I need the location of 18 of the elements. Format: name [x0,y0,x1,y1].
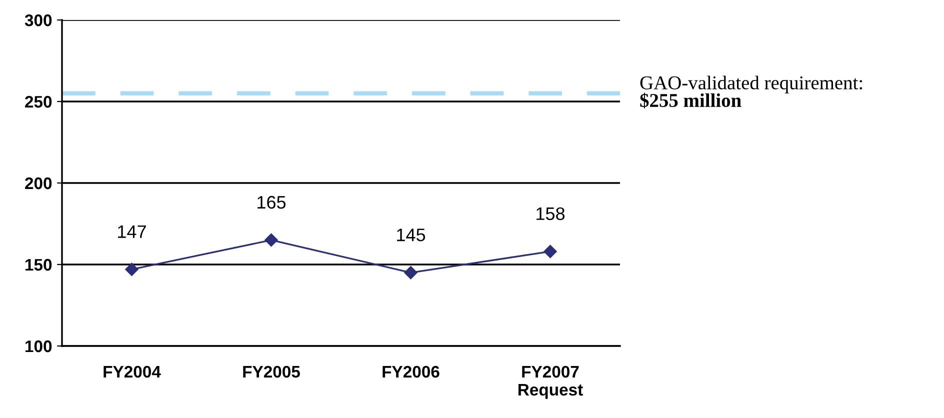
point [125,262,138,276]
data-label: 145 [397,228,426,242]
y-tick-label: 300 [24,14,52,26]
x-tick-label: FY2006 [382,366,440,378]
y-tick-label: 200 [25,177,52,190]
y-tick-label: 150 [26,258,52,271]
y-tick-label: 250 [25,96,52,108]
x-tick-label: FY2005 [243,366,300,378]
point [544,244,557,258]
data-label: 165 [258,196,286,209]
x-tick-label: FY2004 [104,366,161,378]
point [264,233,278,247]
point [404,266,418,280]
data-label: 158 [536,207,565,220]
y-tick-label: 100 [26,340,52,352]
x-tick-label: FY2007 Request [518,366,583,399]
ref-line-label: GAO-validated requirement: $255 million [640,76,862,108]
data-label: 147 [118,225,146,238]
